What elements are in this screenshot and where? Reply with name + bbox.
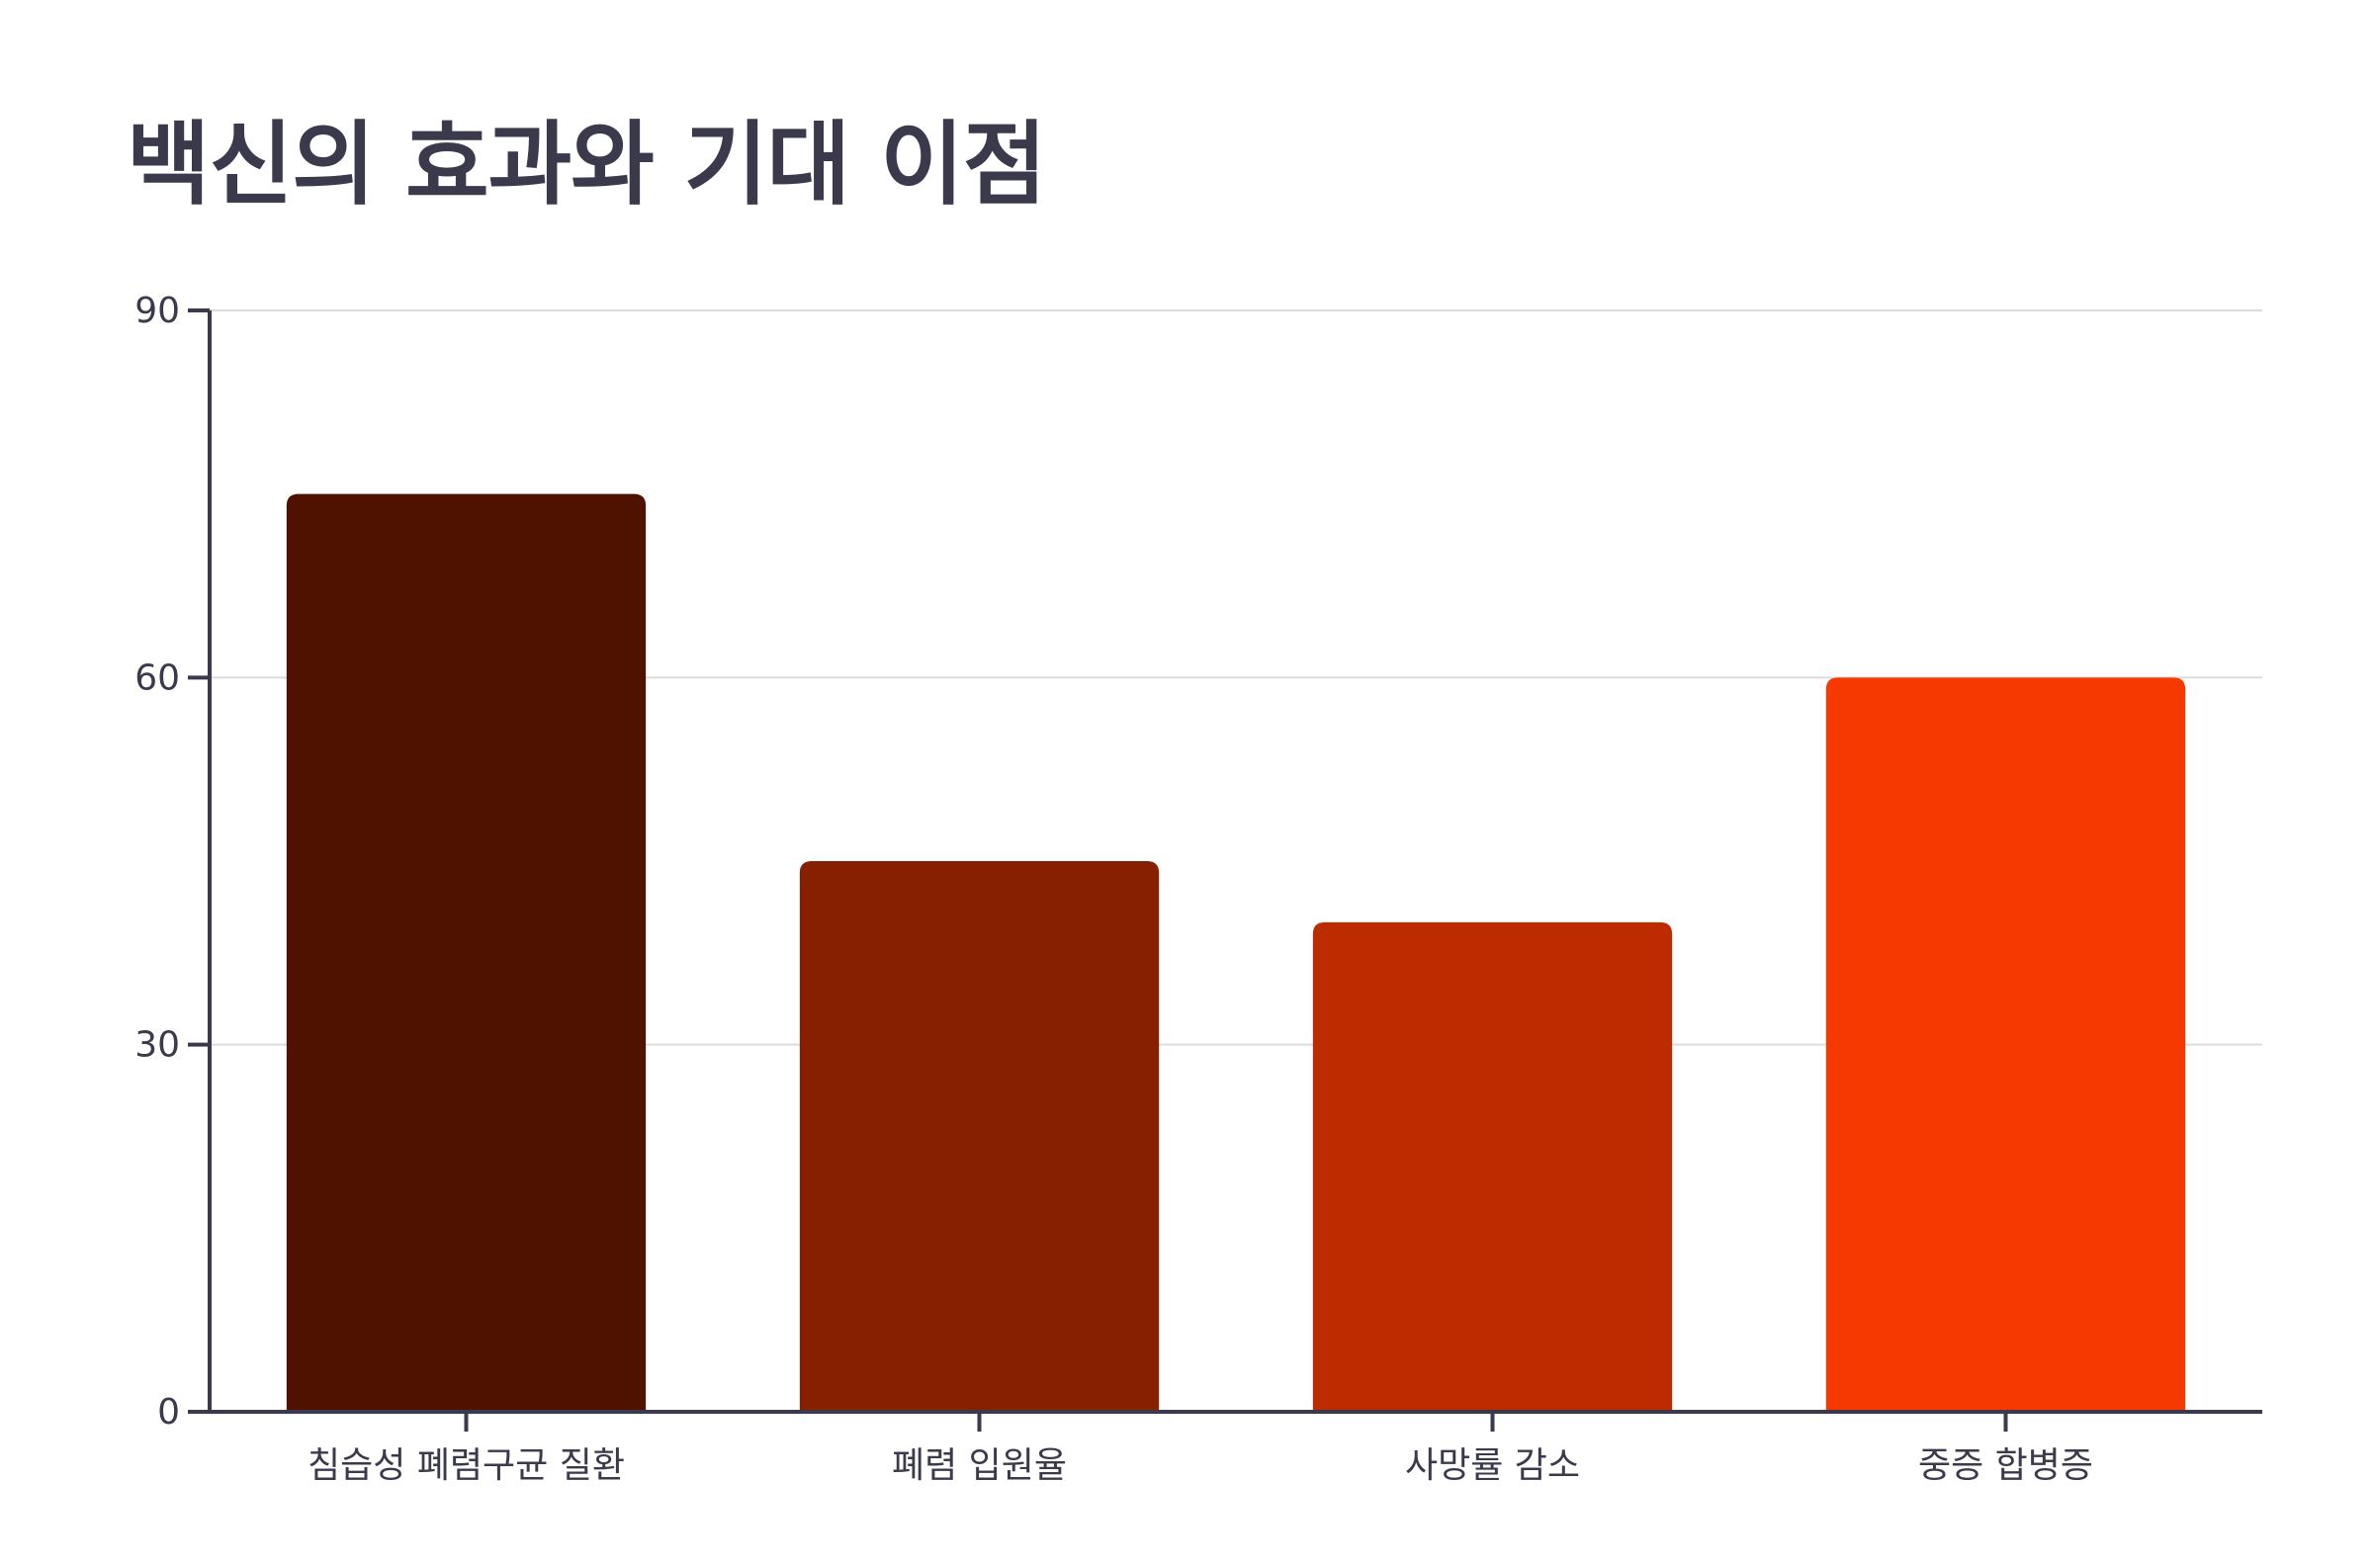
bar bbox=[1825, 677, 2186, 1412]
bar bbox=[799, 861, 1160, 1412]
chart-title: 백신의 효과와 기대 이점 bbox=[127, 112, 1046, 218]
x-tick-label: 침습성 폐렴구균 질환 bbox=[308, 1445, 625, 1486]
bar bbox=[286, 493, 647, 1413]
y-tick-label: 60 bbox=[134, 657, 180, 698]
x-tick-label: 폐렴 입원율 bbox=[892, 1445, 1067, 1486]
y-tick-label: 30 bbox=[134, 1025, 180, 1066]
x-tick-label: 사망률 감소 bbox=[1405, 1445, 1580, 1486]
y-tick-label: 0 bbox=[157, 1392, 180, 1433]
bar bbox=[1312, 921, 1673, 1412]
y-tick-label: 90 bbox=[134, 291, 180, 331]
x-tick-label: 중증 합병증 bbox=[1918, 1445, 2093, 1486]
